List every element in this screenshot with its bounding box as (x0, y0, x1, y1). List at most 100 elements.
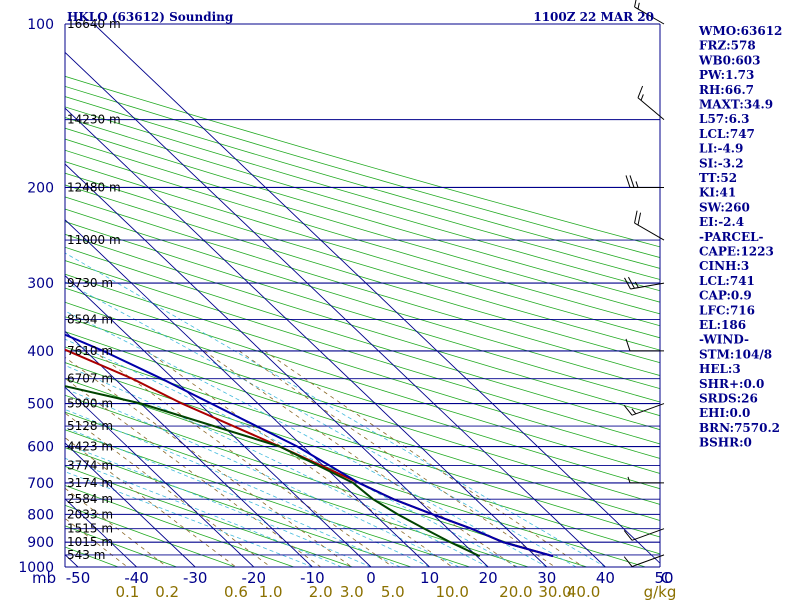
wind-barb (625, 175, 664, 188)
wind-barb-half (637, 2, 640, 10)
wind-barb-half (635, 181, 639, 188)
index-line: MAXT:34.9 (699, 98, 773, 112)
wind-barb-full (623, 530, 633, 541)
wind-staff (631, 403, 665, 416)
isotherm-line (65, 107, 548, 567)
index-line: BRN:7570.2 (699, 421, 780, 435)
height-label: 1515 m (67, 522, 113, 536)
index-line: SI:-3.2 (699, 156, 744, 170)
index-line: TT:52 (699, 171, 737, 185)
wind-barb (637, 85, 665, 121)
sounding-time: 1100Z 22 MAR 20 (533, 10, 654, 24)
height-label: 7610 m (67, 344, 113, 358)
index-line: WB0:603 (698, 53, 760, 67)
pressure-tick-label: 700 (27, 476, 54, 492)
temperature-tick-label: -20 (242, 569, 267, 587)
wind-barb-full (637, 85, 644, 98)
isotherm-line (65, 442, 196, 567)
index-line: STM:104/8 (699, 347, 772, 361)
height-label: 3174 m (67, 476, 113, 490)
wind-barb (634, 210, 665, 241)
wind-barb-half (631, 408, 637, 415)
wind-staff (637, 97, 665, 121)
pressure-tick-label: 1000 (18, 560, 54, 576)
height-label: 5128 m (67, 419, 113, 433)
wind-staff (634, 6, 665, 25)
wind-barb (634, 0, 665, 25)
mixing-ratio-label: 3.0 (340, 583, 364, 600)
height-label: 5900 m (67, 397, 113, 411)
mixing-ratio-label: 5.0 (381, 583, 405, 600)
index-line: CINH:3 (699, 259, 749, 273)
mixing-ratio-label: 0.6 (224, 583, 248, 600)
wind-staff (631, 528, 665, 541)
mixing-ratio-label: 1.0 (259, 583, 283, 600)
temperature-tick-label: -10 (300, 569, 325, 587)
temperature-tick-label: -40 (124, 569, 149, 587)
isotherm-line (65, 274, 372, 567)
height-label: 3774 m (67, 458, 113, 472)
index-line: EHI:0.0 (699, 406, 750, 420)
pressure-tick-label: 200 (27, 180, 54, 196)
temperature-tick-label: -50 (66, 569, 91, 587)
height-label: 1015 m (67, 535, 113, 549)
index-line: HEL:3 (699, 362, 741, 376)
mixing-ratio-label: 10.0 (435, 583, 468, 600)
wind-barb (623, 403, 665, 416)
index-line: -WIND- (699, 333, 749, 347)
index-line: L57:6.3 (699, 112, 749, 126)
wind-barb-full (627, 276, 635, 289)
wind-barb-full (637, 212, 642, 226)
temperature-tick-label: 30 (537, 569, 556, 587)
index-line: SHR+:0.0 (699, 377, 764, 391)
wind-barb-full (625, 175, 631, 188)
index-line: SRDS:26 (699, 392, 758, 406)
isotherm-line (93, 24, 660, 564)
pressure-tick-label: 600 (27, 440, 54, 456)
wind-barb-full (623, 556, 633, 567)
isotherm-line (65, 219, 430, 567)
index-line: KI:41 (699, 186, 736, 200)
temperature-tick-label: 40 (596, 569, 615, 587)
wind-barb-full (623, 404, 633, 416)
wind-barb-full (625, 338, 631, 352)
index-line: RH:66.7 (699, 83, 754, 97)
index-line: EI:-2.4 (699, 215, 744, 229)
pressure-tick-label: 800 (27, 507, 54, 523)
mixing-ratio-label: 20.0 (499, 583, 532, 600)
indices-panel: WMO:63612FRZ:578WB0:603PW:1.73RH:66.7MAX… (698, 24, 782, 450)
wind-barb-full (629, 175, 635, 188)
index-line: CAPE:1223 (699, 245, 774, 259)
index-line: BSHR:0 (699, 436, 752, 450)
pressure-tick-label: 900 (27, 535, 54, 551)
mixing-ratio-label: 30.0 (538, 583, 571, 600)
moist-adiabat-line (65, 471, 313, 567)
height-label: 11000 m (67, 233, 121, 247)
index-line: EL:186 (699, 318, 746, 332)
isotherm-line (65, 51, 606, 567)
mixing-ratio-unit: g/kg (644, 583, 677, 600)
index-line: WMO:63612 (698, 24, 782, 38)
height-label: 9730 m (67, 276, 113, 290)
moist-adiabat-line (65, 409, 430, 567)
temperature-tick-label: 10 (420, 569, 439, 587)
wind-staff (631, 554, 665, 568)
height-label: 16640 m (67, 17, 121, 31)
wind-barb (627, 476, 664, 484)
wind-barb (625, 338, 664, 352)
pressure-tick-label: 500 (27, 397, 54, 413)
height-label: 2033 m (67, 507, 113, 521)
dewpoint-profile (65, 385, 481, 558)
height-label: 6707 m (67, 372, 113, 386)
index-line: LFC:716 (699, 303, 755, 317)
station-title: HKLO (63612) Sounding (67, 10, 234, 24)
parcel-profile (65, 333, 554, 558)
index-line: PW:1.73 (699, 68, 754, 82)
temperature-unit-label: C (661, 569, 671, 587)
wind-barb-full (624, 277, 631, 290)
height-label: 14230 m (67, 113, 121, 127)
pressure-tick-label: 100 (27, 17, 54, 33)
wind-barb-full (634, 210, 638, 224)
